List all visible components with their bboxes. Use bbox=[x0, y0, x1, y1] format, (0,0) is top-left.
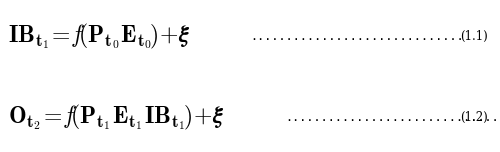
Text: (1.1): (1.1) bbox=[460, 30, 487, 43]
Text: $\mathbf{O}_{\mathbf{t_2}}\!=\!f\!(\mathbf{P}_{\mathbf{t_1}}\mathbf{E}_{\mathbf{: $\mathbf{O}_{\mathbf{t_2}}\!=\!f\!(\math… bbox=[8, 102, 224, 132]
Text: ..............................: .............................. bbox=[285, 111, 499, 124]
Text: (1.2): (1.2) bbox=[460, 111, 487, 124]
Text: ..............................: .............................. bbox=[250, 30, 464, 43]
Text: $\mathbf{IB}_{\mathbf{t_1}}\!=\!f\!(\mathbf{P}_{\mathbf{t_0}}\mathbf{E}_{\mathbf: $\mathbf{IB}_{\mathbf{t_1}}\!=\!f\!(\mat… bbox=[8, 22, 190, 51]
